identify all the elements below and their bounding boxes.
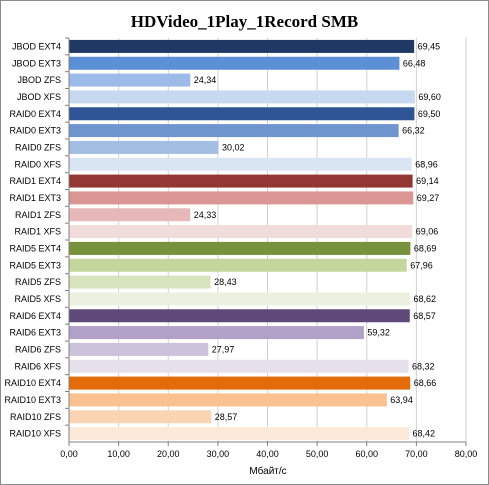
category-label: RAID5 XFS [14,294,61,304]
data-label: 69,06 [416,227,439,237]
category-label: RAID6 ZFS [15,344,61,354]
data-label: 24,33 [194,210,217,220]
x-tick-label: 80,00 [455,449,478,459]
data-label: 69,50 [418,109,441,119]
category-label: RAID1 EXT4 [9,176,61,186]
data-label: 69,27 [417,193,440,203]
x-tick-label: 50,00 [306,449,329,459]
category-label: RAID0 XFS [14,159,61,169]
bar [69,124,399,138]
category-label: RAID5 ZFS [15,277,61,287]
bar [69,376,411,390]
bar [69,56,400,70]
category-label: RAID0 ZFS [15,142,61,152]
bar [69,309,410,323]
data-label: 24,34 [194,75,217,85]
bar [69,107,415,121]
category-label: RAID10 ZFS [10,412,61,422]
bar [69,73,191,87]
data-label: 68,69 [414,243,437,253]
data-label: 67,96 [410,260,433,270]
category-label: RAID10 EXT3 [4,395,61,405]
bar [69,258,407,272]
data-label: 27,97 [212,344,235,354]
category-label: JBOD ZFS [17,75,61,85]
bar [69,427,410,441]
data-label: 68,96 [415,159,438,169]
category-label: JBOD XFS [17,92,61,102]
bar [69,39,415,53]
bar [69,326,364,340]
category-label: RAID10 EXT4 [4,378,61,388]
category-label: RAID0 EXT3 [9,126,61,136]
category-label: RAID0 EXT4 [9,109,61,119]
bar [69,174,413,188]
category-label: RAID5 EXT4 [9,243,61,253]
data-label: 68,66 [414,378,437,388]
data-label: 59,32 [367,328,390,338]
bar [69,225,413,239]
bar [69,241,411,255]
x-tick-label: 10,00 [107,449,130,459]
x-tick-label: 60,00 [355,449,378,459]
data-label: 66,48 [403,58,426,68]
bar [69,359,409,373]
bar [69,275,211,289]
data-label: 63,94 [390,395,413,405]
data-label: 30,02 [222,142,245,152]
x-tick-label: 20,00 [157,449,180,459]
bar [69,191,414,205]
category-label: RAID10 XFS [9,429,61,439]
category-label: JBOD EXT4 [12,41,61,51]
grid-lines [68,38,467,442]
data-label: 66,32 [402,126,425,136]
category-label: RAID6 EXT4 [9,311,61,321]
data-label: 68,42 [413,429,436,439]
bar [69,157,412,171]
chart-title: HDVideo_1Play_1Record SMB [130,12,359,31]
bar [69,208,191,222]
x-tick-label: 70,00 [405,449,428,459]
bar [69,140,219,154]
axes: 0,00 10,00 20,00 30,00 40,00 50,00 60,00 70,00 8… [4,37,478,459]
bars: 69,45 66,48 24,34 69,60 69,50 66,32 30,02 68,96… [69,39,441,441]
data-label: 68,32 [412,361,435,371]
x-tick-label: 0,00 [60,449,78,459]
bar [69,292,411,306]
category-label: RAID1 XFS [14,227,61,237]
category-label: RAID5 EXT3 [9,260,61,270]
category-label: RAID1 ZFS [15,210,61,220]
x-axis-title: Мбайт/с [249,465,286,477]
bar [69,393,387,407]
bar [69,90,415,104]
data-label: 68,57 [413,311,436,321]
data-label: 69,14 [416,176,439,186]
x-tick-label: 30,00 [207,449,230,459]
bar [69,342,209,356]
data-label: 28,43 [214,277,237,287]
category-label: RAID6 EXT3 [9,328,61,338]
category-label: JBOD EXT3 [12,58,61,68]
x-tick-label: 40,00 [256,449,279,459]
data-label: 68,62 [414,294,437,304]
category-label: RAID6 XFS [14,361,61,371]
data-label: 69,60 [418,92,441,102]
category-label: RAID1 EXT3 [9,193,61,203]
data-label: 69,45 [418,41,441,51]
data-label: 28,57 [215,412,238,422]
bar [69,410,212,424]
